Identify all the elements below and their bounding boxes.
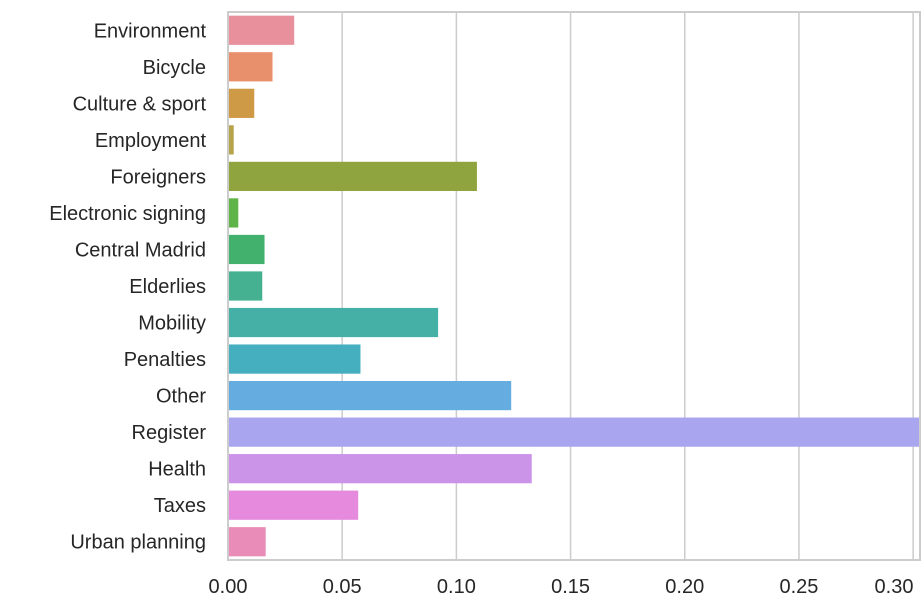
category-label: Elderlies: [129, 276, 206, 298]
bar: [228, 380, 512, 411]
bar: [228, 527, 266, 557]
bar: [228, 454, 532, 484]
category-label: Central Madrid: [75, 239, 206, 261]
bar: [228, 52, 273, 82]
category-label: Health: [148, 459, 206, 481]
bar: [228, 88, 255, 118]
category-label: Penalties: [124, 349, 206, 371]
bar: [228, 271, 263, 301]
x-gridlines: [227, 12, 914, 560]
category-labels: Environment Bicycle Culture & sport Employm…: [49, 20, 206, 553]
bar: [228, 417, 920, 447]
bar: [228, 307, 439, 338]
category-label: Urban planning: [70, 532, 206, 554]
bar: [228, 161, 477, 192]
x-tick-label: 0.15: [551, 576, 590, 598]
category-label: Mobility: [138, 313, 206, 335]
category-label: Taxes: [154, 495, 206, 517]
category-label: Other: [156, 386, 206, 408]
bar: [228, 490, 359, 520]
x-tick-labels: 0.00 0.05 0.10 0.15 0.20 0.25 0.30: [209, 576, 914, 598]
x-tick-label: 0.10: [437, 576, 476, 598]
category-label: Bicycle: [143, 57, 206, 79]
category-label: Environment: [94, 20, 207, 42]
category-label: Register: [132, 422, 207, 444]
bar: [228, 344, 361, 374]
bar: [228, 198, 239, 228]
category-label: Employment: [95, 130, 207, 152]
bars: [228, 15, 920, 557]
x-tick-label: 0.05: [323, 576, 362, 598]
x-tick-label: 0.20: [665, 576, 704, 598]
x-tick-label: 0.30: [875, 576, 914, 598]
bar: [228, 125, 234, 155]
category-label: Culture & sport: [73, 93, 207, 115]
bar: [228, 234, 265, 265]
bar: [228, 15, 295, 45]
x-tick-label: 0.25: [779, 576, 818, 598]
plot-area-frame: [227, 11, 921, 561]
category-label: Foreigners: [110, 166, 206, 188]
category-label: Electronic signing: [49, 203, 206, 225]
x-tick-label: 0.00: [209, 576, 248, 598]
